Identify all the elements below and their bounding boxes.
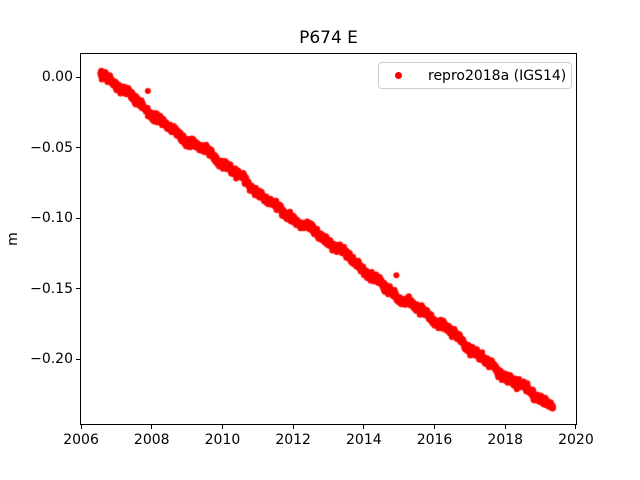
y-axis-tick-label: −0.20	[30, 351, 73, 368]
x-axis-tick	[221, 425, 223, 429]
x-axis-tick	[363, 425, 365, 429]
x-axis-tick	[504, 425, 506, 429]
y-axis-tick-label: −0.05	[30, 139, 73, 156]
x-axis-tick	[292, 425, 294, 429]
x-axis-tick	[151, 425, 153, 429]
y-axis-tick	[76, 358, 80, 360]
y-axis-tick	[76, 288, 80, 290]
y-axis-tick	[76, 76, 80, 78]
x-axis-tick-label: 2012	[275, 432, 311, 448]
x-axis-tick-label: 2018	[487, 432, 524, 448]
x-axis-tick-label: 2008	[133, 432, 170, 448]
x-axis-tick-label: 2006	[63, 432, 99, 448]
chart-title: P674 E	[299, 28, 358, 48]
x-axis-tick-label: 2020	[558, 432, 594, 448]
x-axis-tick	[80, 425, 82, 429]
y-axis-tick	[76, 147, 80, 149]
x-axis-tick-label: 2014	[346, 432, 382, 448]
legend: repro2018a (IGS14)	[378, 62, 572, 89]
x-axis-tick	[434, 425, 436, 429]
y-axis-label: m	[5, 232, 21, 246]
scatter-canvas	[80, 53, 577, 425]
legend-label: repro2018a (IGS14)	[428, 67, 567, 84]
x-axis-tick-label: 2010	[204, 432, 241, 448]
y-axis-tick-label: −0.10	[30, 210, 73, 227]
y-axis-tick-label: −0.15	[30, 280, 73, 297]
x-axis-tick-label: 2016	[416, 432, 453, 448]
y-axis-tick	[76, 217, 80, 219]
legend-marker-dot-icon	[395, 72, 402, 79]
x-axis-tick	[575, 425, 577, 429]
y-axis-tick-label: 0.00	[41, 69, 73, 85]
